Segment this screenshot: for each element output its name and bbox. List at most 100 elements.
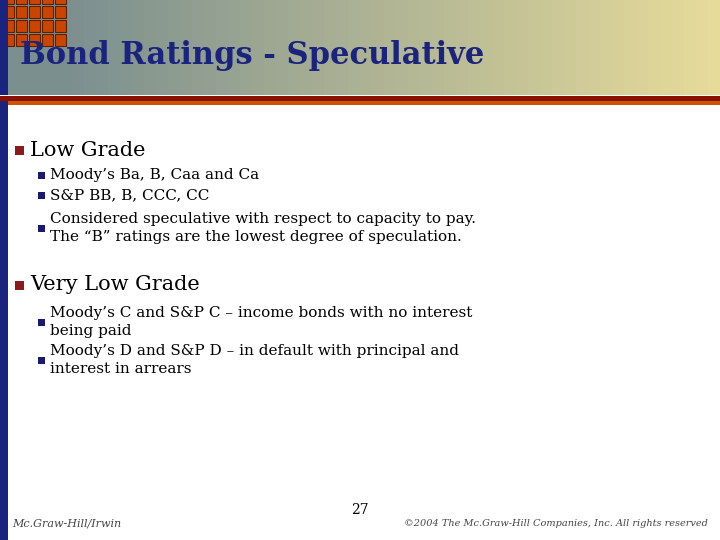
Bar: [204, 0, 217, 95]
Bar: [420, 0, 433, 95]
Bar: [55, 6, 66, 18]
Bar: [3, 0, 14, 4]
Bar: [132, 0, 145, 95]
Bar: [0, 101, 720, 540]
Bar: [120, 0, 133, 95]
Bar: [72, 0, 85, 95]
Bar: [0, 0, 8, 95]
Bar: [0, 96, 720, 101]
Bar: [624, 0, 637, 95]
Bar: [444, 0, 457, 95]
Bar: [288, 0, 301, 95]
Bar: [24, 0, 37, 95]
Bar: [3, 20, 14, 32]
Bar: [708, 0, 720, 95]
Bar: [60, 0, 73, 95]
Bar: [300, 0, 313, 95]
Bar: [42, 0, 53, 4]
Bar: [564, 0, 577, 95]
Bar: [516, 0, 529, 95]
Bar: [0, 101, 720, 105]
Bar: [15, 145, 24, 154]
Bar: [42, 6, 53, 18]
Text: Moody’s C and S&P C – income bonds with no interest
being paid: Moody’s C and S&P C – income bonds with …: [50, 306, 472, 338]
Bar: [480, 0, 493, 95]
Bar: [48, 0, 61, 95]
Text: ©2004 The Mc.Graw-Hill Companies, Inc. All rights reserved: ©2004 The Mc.Graw-Hill Companies, Inc. A…: [404, 519, 708, 528]
Bar: [432, 0, 445, 95]
Bar: [0, 101, 8, 540]
Bar: [15, 280, 24, 289]
Text: Very Low Grade: Very Low Grade: [30, 275, 199, 294]
Bar: [55, 20, 66, 32]
Bar: [38, 225, 45, 232]
Bar: [528, 0, 541, 95]
Bar: [42, 20, 53, 32]
Bar: [240, 0, 253, 95]
Bar: [348, 0, 361, 95]
Bar: [192, 0, 205, 95]
Text: Moody’s Ba, B, Caa and Ca: Moody’s Ba, B, Caa and Ca: [50, 168, 259, 182]
Text: Mc.Graw-Hill/Irwin: Mc.Graw-Hill/Irwin: [12, 518, 121, 528]
Bar: [3, 34, 14, 46]
Bar: [324, 0, 337, 95]
Bar: [38, 172, 45, 179]
Bar: [360, 0, 373, 95]
Bar: [29, 34, 40, 46]
Bar: [16, 34, 27, 46]
Bar: [16, 0, 27, 4]
Bar: [38, 319, 45, 326]
Bar: [264, 0, 277, 95]
Bar: [576, 0, 589, 95]
Bar: [156, 0, 169, 95]
Bar: [540, 0, 553, 95]
Bar: [3, 6, 14, 18]
Bar: [372, 0, 385, 95]
Bar: [42, 34, 53, 46]
Bar: [336, 0, 349, 95]
Bar: [504, 0, 517, 95]
Bar: [552, 0, 565, 95]
Bar: [384, 0, 397, 95]
Bar: [0, 0, 720, 95]
Text: Moody’s D and S&P D – in default with principal and
interest in arrears: Moody’s D and S&P D – in default with pr…: [50, 344, 459, 376]
Bar: [180, 0, 193, 95]
Text: Bond Ratings - Speculative: Bond Ratings - Speculative: [20, 39, 485, 71]
Bar: [216, 0, 229, 95]
Text: Low Grade: Low Grade: [30, 140, 145, 159]
Bar: [612, 0, 625, 95]
Bar: [396, 0, 409, 95]
Bar: [144, 0, 157, 95]
Bar: [228, 0, 241, 95]
Bar: [468, 0, 481, 95]
Bar: [600, 0, 613, 95]
Bar: [252, 0, 265, 95]
Text: S&P BB, B, CCC, CC: S&P BB, B, CCC, CC: [50, 188, 210, 202]
Bar: [648, 0, 661, 95]
Bar: [456, 0, 469, 95]
Bar: [55, 0, 66, 4]
Bar: [29, 0, 40, 4]
Bar: [29, 6, 40, 18]
Bar: [0, 0, 720, 4]
Bar: [696, 0, 709, 95]
Bar: [276, 0, 289, 95]
Bar: [36, 0, 49, 95]
Bar: [108, 0, 121, 95]
Bar: [312, 0, 325, 95]
Bar: [16, 6, 27, 18]
Bar: [38, 356, 45, 363]
Text: 27: 27: [351, 503, 369, 517]
Bar: [29, 20, 40, 32]
Bar: [408, 0, 421, 95]
Bar: [16, 20, 27, 32]
Bar: [55, 34, 66, 46]
Bar: [96, 0, 109, 95]
Bar: [38, 192, 45, 199]
Bar: [84, 0, 97, 95]
Text: Considered speculative with respect to capacity to pay.
The “B” ratings are the : Considered speculative with respect to c…: [50, 212, 476, 244]
Bar: [672, 0, 685, 95]
Bar: [12, 0, 25, 95]
Bar: [0, 0, 13, 95]
Bar: [684, 0, 697, 95]
